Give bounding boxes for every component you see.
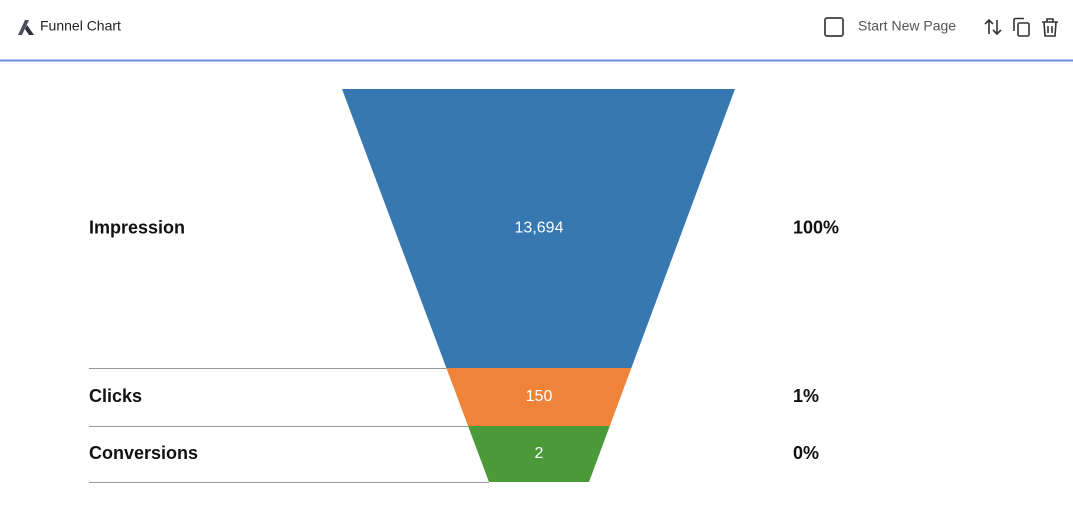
category-label: Impression <box>89 217 185 237</box>
category-label: Clicks <box>89 386 142 406</box>
delete-icon[interactable] <box>1042 18 1058 37</box>
sort-icon[interactable] <box>984 18 1002 36</box>
funnel-segment <box>446 368 632 426</box>
checkbox[interactable] <box>824 17 844 37</box>
category-label: Conversions <box>89 443 198 463</box>
widget-title: Funnel Chart <box>40 18 121 34</box>
funnel-segment <box>342 89 735 368</box>
logo <box>18 20 34 35</box>
share-label: 100% <box>793 217 839 237</box>
value-label: 2 <box>535 445 544 462</box>
funnel-segment <box>468 426 610 482</box>
share-label: 1% <box>793 386 819 406</box>
value-label: 13,694 <box>515 220 564 237</box>
copy-icon[interactable] <box>1013 17 1030 37</box>
checkbox-label[interactable]: Start New Page <box>858 18 956 34</box>
value-label: 150 <box>526 388 553 405</box>
share-label: 0% <box>793 443 819 463</box>
